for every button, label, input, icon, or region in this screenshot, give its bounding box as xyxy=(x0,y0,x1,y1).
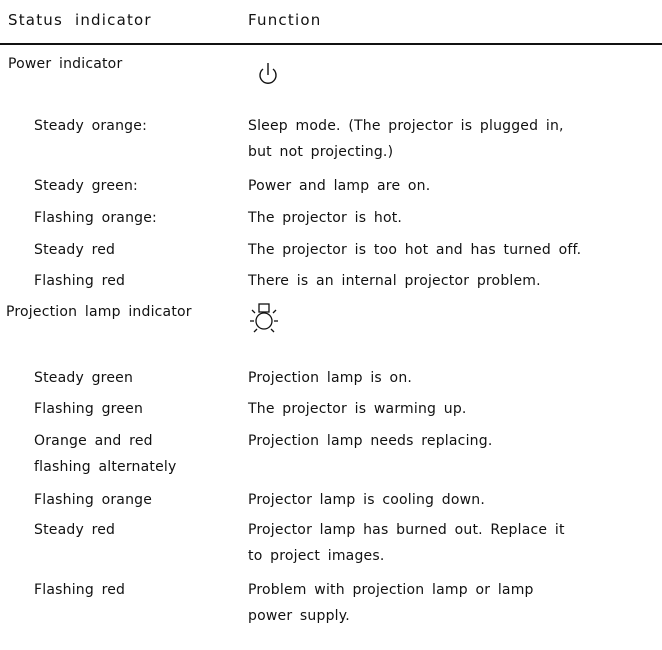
header-rule xyxy=(0,43,662,45)
header-status: Status indicator xyxy=(8,11,152,29)
function: but not projecting.) xyxy=(248,144,394,160)
indicator: Steady orange: xyxy=(34,118,147,134)
section-title: Projection lamp indicator xyxy=(6,304,192,320)
function: Sleep mode. (The projector is plugged in… xyxy=(248,118,564,134)
indicator: Flashing red xyxy=(34,582,126,598)
indicator: Steady green: xyxy=(34,178,138,194)
indicator: Flashing orange xyxy=(34,492,153,508)
function: The projector is hot. xyxy=(248,210,403,226)
function: to project images. xyxy=(248,548,385,564)
function: Projection lamp needs replacing. xyxy=(248,433,493,449)
section-title: Power indicator xyxy=(8,56,123,72)
indicator: Flashing red xyxy=(34,273,126,289)
function: Power and lamp are on. xyxy=(248,178,431,194)
indicator: Orange and red xyxy=(34,433,153,449)
indicator: Flashing green xyxy=(34,401,144,417)
function: power supply. xyxy=(248,608,350,624)
lamp-icon xyxy=(250,303,278,333)
indicator: Steady red xyxy=(34,522,116,538)
power-icon xyxy=(259,63,277,84)
function: The projector is too hot and has turned … xyxy=(248,242,582,258)
indicator: flashing alternately xyxy=(34,459,177,475)
indicator: Steady red xyxy=(34,242,116,258)
function: Projector lamp is cooling down. xyxy=(248,492,485,508)
indicator: Steady green xyxy=(34,370,134,386)
function: Projection lamp is on. xyxy=(248,370,413,386)
function: Problem with projection lamp or lamp xyxy=(248,582,534,598)
function: Projector lamp has burned out. Replace i… xyxy=(248,522,565,538)
function: The projector is warming up. xyxy=(248,401,467,417)
function: There is an internal projector problem. xyxy=(248,273,541,289)
header-function: Function xyxy=(248,11,322,29)
indicator: Flashing orange: xyxy=(34,210,157,226)
